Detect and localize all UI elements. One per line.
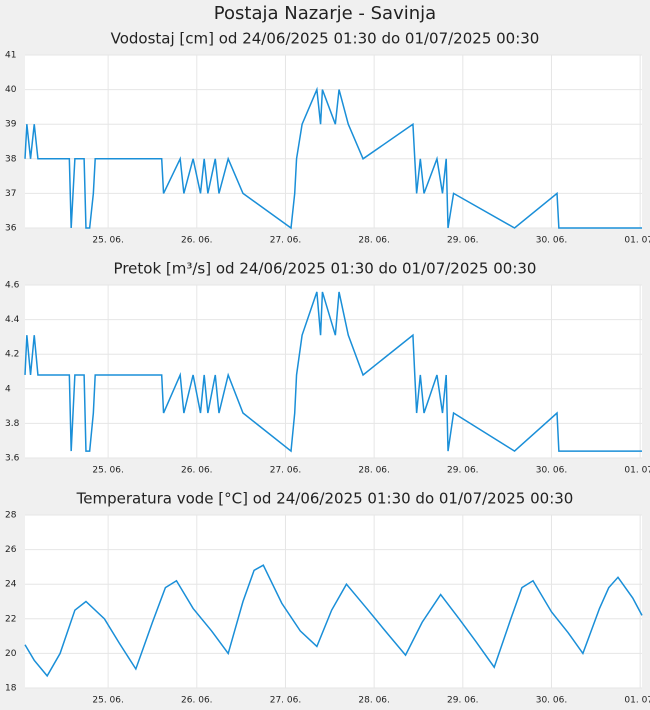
x-tick-label: 30. 06. [536,466,568,476]
x-tick-label: 01. 07. [624,696,650,706]
y-tick-label: 40 [5,85,17,95]
x-tick-label: 28. 06. [358,236,390,246]
y-tick-label: 26 [5,545,17,555]
y-tick-label: 3.8 [5,419,20,429]
y-tick-label: 22 [5,614,16,624]
plot-area [25,515,642,688]
line-series [24,291,642,453]
y-tick-label: 39 [5,120,17,130]
y-tick-label: 4 [5,384,11,394]
x-tick-label: 25. 06. [92,466,124,476]
x-tick-label: 01. 07. [624,466,650,476]
chart-subtitle: Temperatura vode [°C] od 24/06/2025 01:3… [76,490,574,508]
y-tick-label: 28 [5,511,17,521]
y-tick-label: 18 [5,684,17,694]
y-tick-label: 4.6 [5,281,20,291]
x-tick-label: 29. 06. [447,236,479,246]
x-tick-label: 25. 06. [92,236,124,246]
line-series [24,564,643,678]
chart-subtitle: Pretok [m³/s] od 24/06/2025 01:30 do 01/… [114,260,537,278]
y-tick-label: 20 [5,649,17,659]
x-tick-label: 30. 06. [536,236,568,246]
plot-area [25,285,642,458]
line-series [24,86,642,230]
x-tick-label: 26. 06. [181,696,213,706]
x-tick-label: 27. 06. [270,696,302,706]
x-tick-label: 25. 06. [92,696,124,706]
x-tick-label: 27. 06. [270,236,302,246]
y-tick-label: 38 [5,154,17,164]
y-tick-label: 36 [5,224,17,234]
y-tick-label: 4.4 [5,315,20,325]
y-tick-label: 4.2 [5,350,19,360]
y-tick-label: 41 [5,51,16,61]
y-tick-label: 24 [5,580,17,590]
page-title: Postaja Nazarje - Savinja [214,3,436,24]
chart-subtitle: Vodostaj [cm] od 24/06/2025 01:30 do 01/… [111,30,540,48]
y-tick-label: 3.6 [5,454,20,464]
x-tick-label: 26. 06. [181,466,213,476]
x-tick-label: 29. 06. [447,696,479,706]
x-tick-label: 30. 06. [536,696,568,706]
x-tick-label: 27. 06. [270,466,302,476]
plot-area [25,55,642,228]
x-tick-label: 28. 06. [358,696,390,706]
x-tick-label: 26. 06. [181,236,213,246]
x-tick-label: 29. 06. [447,466,479,476]
x-tick-label: 28. 06. [358,466,390,476]
x-tick-label: 01. 07. [624,236,650,246]
y-tick-label: 37 [5,189,16,199]
